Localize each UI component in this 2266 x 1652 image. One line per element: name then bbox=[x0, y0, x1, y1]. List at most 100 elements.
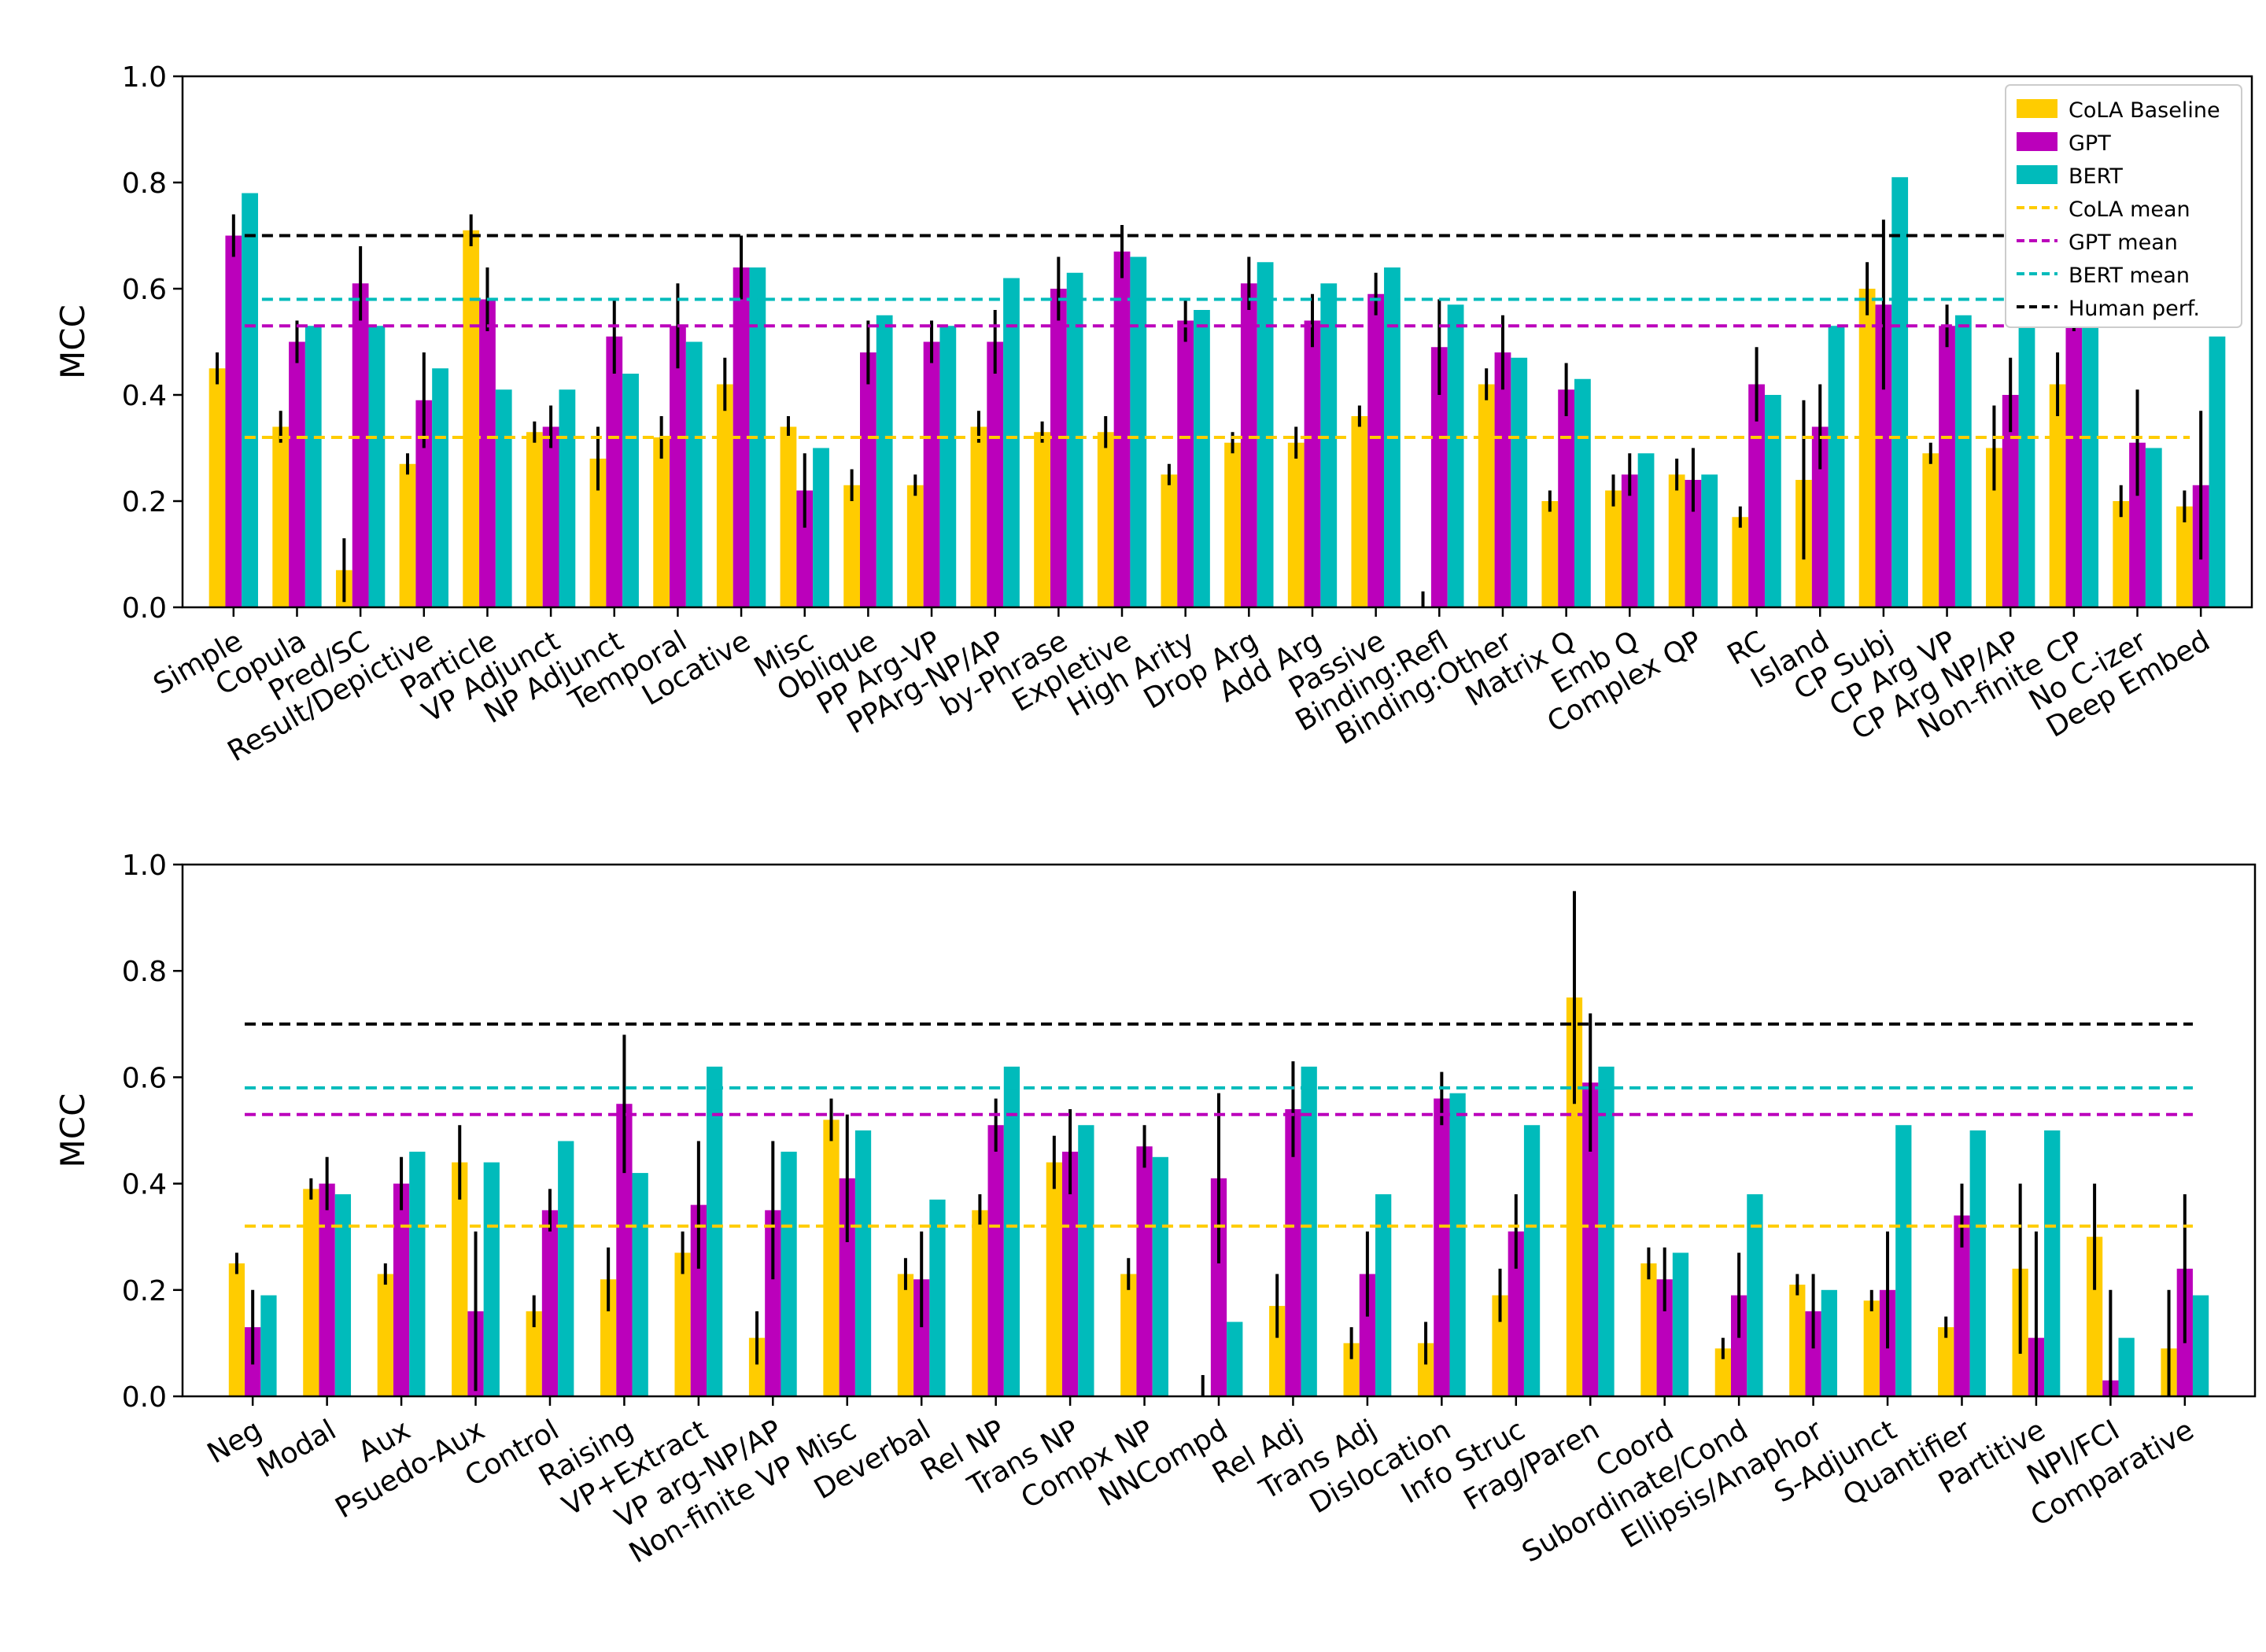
bar-cola-baseline bbox=[272, 426, 290, 607]
bar-gpt bbox=[690, 1204, 707, 1396]
legend-label: GPT bbox=[2069, 131, 2111, 156]
bar-gpt bbox=[1434, 1098, 1450, 1396]
bar-gpt bbox=[1113, 251, 1131, 607]
bar-bert bbox=[1447, 304, 1464, 607]
bar-gpt bbox=[1359, 1274, 1376, 1396]
bar-gpt bbox=[1061, 1152, 1079, 1396]
bar-gpt bbox=[1954, 1215, 1970, 1396]
bar-gpt bbox=[1582, 1082, 1599, 1396]
bar-bert bbox=[1194, 310, 1210, 607]
bar-gpt bbox=[670, 326, 686, 607]
bar-bert bbox=[559, 389, 576, 607]
bar-bert bbox=[1301, 1066, 1317, 1396]
bar-gpt bbox=[319, 1183, 335, 1396]
bar-cola-baseline bbox=[970, 426, 987, 607]
y-tick-label: 0.6 bbox=[122, 274, 167, 306]
y-axis-label: MCC bbox=[54, 1093, 92, 1168]
bar-bert bbox=[854, 1130, 872, 1396]
y-tick-label: 0.8 bbox=[122, 956, 167, 988]
bar-bert bbox=[781, 1152, 797, 1396]
y-tick-label: 0.0 bbox=[122, 1381, 167, 1414]
bar-bert bbox=[2192, 1295, 2209, 1396]
y-tick-label: 0.0 bbox=[122, 592, 167, 625]
bar-gpt bbox=[1285, 1108, 1301, 1396]
bar-bert bbox=[1821, 1289, 1837, 1396]
bar-bert bbox=[304, 326, 322, 607]
y-tick-label: 1.0 bbox=[122, 61, 167, 94]
bar-cola-baseline bbox=[1478, 384, 1495, 607]
bar-bert bbox=[1598, 1066, 1615, 1396]
bar-gpt bbox=[616, 1104, 633, 1396]
bar-bert bbox=[632, 1173, 648, 1396]
bar-cola-baseline bbox=[1224, 442, 1241, 607]
bar-bert bbox=[2118, 1337, 2135, 1396]
bar-bert bbox=[1895, 1125, 1912, 1396]
bar-gpt bbox=[541, 1210, 559, 1396]
bar-bert bbox=[1969, 1130, 1986, 1396]
bar-bert bbox=[1672, 1252, 1689, 1396]
bar-bert bbox=[2209, 336, 2226, 607]
bar-cola-baseline bbox=[1034, 432, 1050, 607]
bar-bert bbox=[1066, 272, 1083, 607]
bar-bert bbox=[1891, 177, 1909, 607]
bar-gpt bbox=[1240, 283, 1257, 607]
bar-gpt bbox=[1805, 1311, 1821, 1396]
bar-cola-baseline bbox=[303, 1189, 319, 1396]
bar-bert bbox=[2145, 448, 2162, 607]
bar-gpt bbox=[1875, 304, 1892, 607]
bar-cola-baseline bbox=[1566, 997, 1583, 1396]
bar-bert bbox=[1375, 1194, 1392, 1396]
bar-cola-baseline bbox=[1938, 1327, 1954, 1396]
bar-gpt bbox=[1050, 289, 1067, 607]
bar-gpt bbox=[606, 336, 623, 607]
bar-cola-baseline bbox=[1351, 416, 1368, 607]
bar-gpt bbox=[1508, 1231, 1524, 1396]
bar-gpt bbox=[1177, 320, 1194, 607]
legend-label: CoLA Baseline bbox=[2069, 98, 2220, 123]
x-tick-label: Modal bbox=[252, 1414, 341, 1484]
bar-cola-baseline bbox=[1863, 1300, 1880, 1396]
bar-cola-baseline bbox=[589, 459, 607, 607]
bar-cola-baseline bbox=[2086, 1237, 2103, 1396]
bar-gpt bbox=[1685, 480, 1702, 607]
y-axis-label: MCC bbox=[54, 304, 92, 379]
bar-bert bbox=[409, 1152, 426, 1396]
bar-bert bbox=[1747, 1194, 1763, 1396]
bar-bert bbox=[2044, 1130, 2061, 1396]
bar-gpt bbox=[839, 1178, 855, 1396]
bar-gpt bbox=[796, 490, 814, 607]
legend-swatch bbox=[2017, 132, 2057, 151]
bar-bert bbox=[558, 1141, 574, 1396]
bar-cola-baseline bbox=[748, 1337, 766, 1396]
bar-gpt bbox=[1304, 320, 1321, 607]
bar-cola-baseline bbox=[1492, 1295, 1508, 1396]
bar-cola-baseline bbox=[228, 1263, 245, 1396]
bar-bert bbox=[260, 1295, 277, 1396]
bar-bert bbox=[1511, 357, 1528, 607]
bar-gpt bbox=[289, 341, 305, 607]
legend-label: Human perf. bbox=[2069, 297, 2200, 321]
bar-bert bbox=[334, 1194, 352, 1396]
bar-cola-baseline bbox=[906, 485, 924, 607]
bar-gpt bbox=[1656, 1279, 1673, 1396]
bar-cola-baseline bbox=[600, 1279, 617, 1396]
bar-cola-baseline bbox=[1605, 490, 1622, 607]
bar-cola-baseline bbox=[1161, 474, 1178, 607]
bar-bert bbox=[242, 193, 258, 607]
bar-cola-baseline bbox=[674, 1252, 691, 1396]
bar-cola-baseline bbox=[1922, 453, 1939, 607]
bar-bert bbox=[1003, 278, 1020, 607]
bar-bert bbox=[1701, 474, 1718, 607]
bar-gpt bbox=[415, 400, 433, 607]
bar-cola-baseline bbox=[780, 426, 797, 607]
bar-cola-baseline bbox=[1269, 1306, 1286, 1396]
bar-bert bbox=[1523, 1125, 1541, 1396]
bar-cola-baseline bbox=[1640, 1263, 1657, 1396]
bar-cola-baseline bbox=[1668, 474, 1685, 607]
plot-frame bbox=[181, 75, 2253, 609]
bar-bert bbox=[929, 1199, 946, 1396]
bar-bert bbox=[1637, 453, 1655, 607]
bar-bert bbox=[1152, 1156, 1168, 1396]
bar-cola-baseline bbox=[716, 384, 733, 607]
